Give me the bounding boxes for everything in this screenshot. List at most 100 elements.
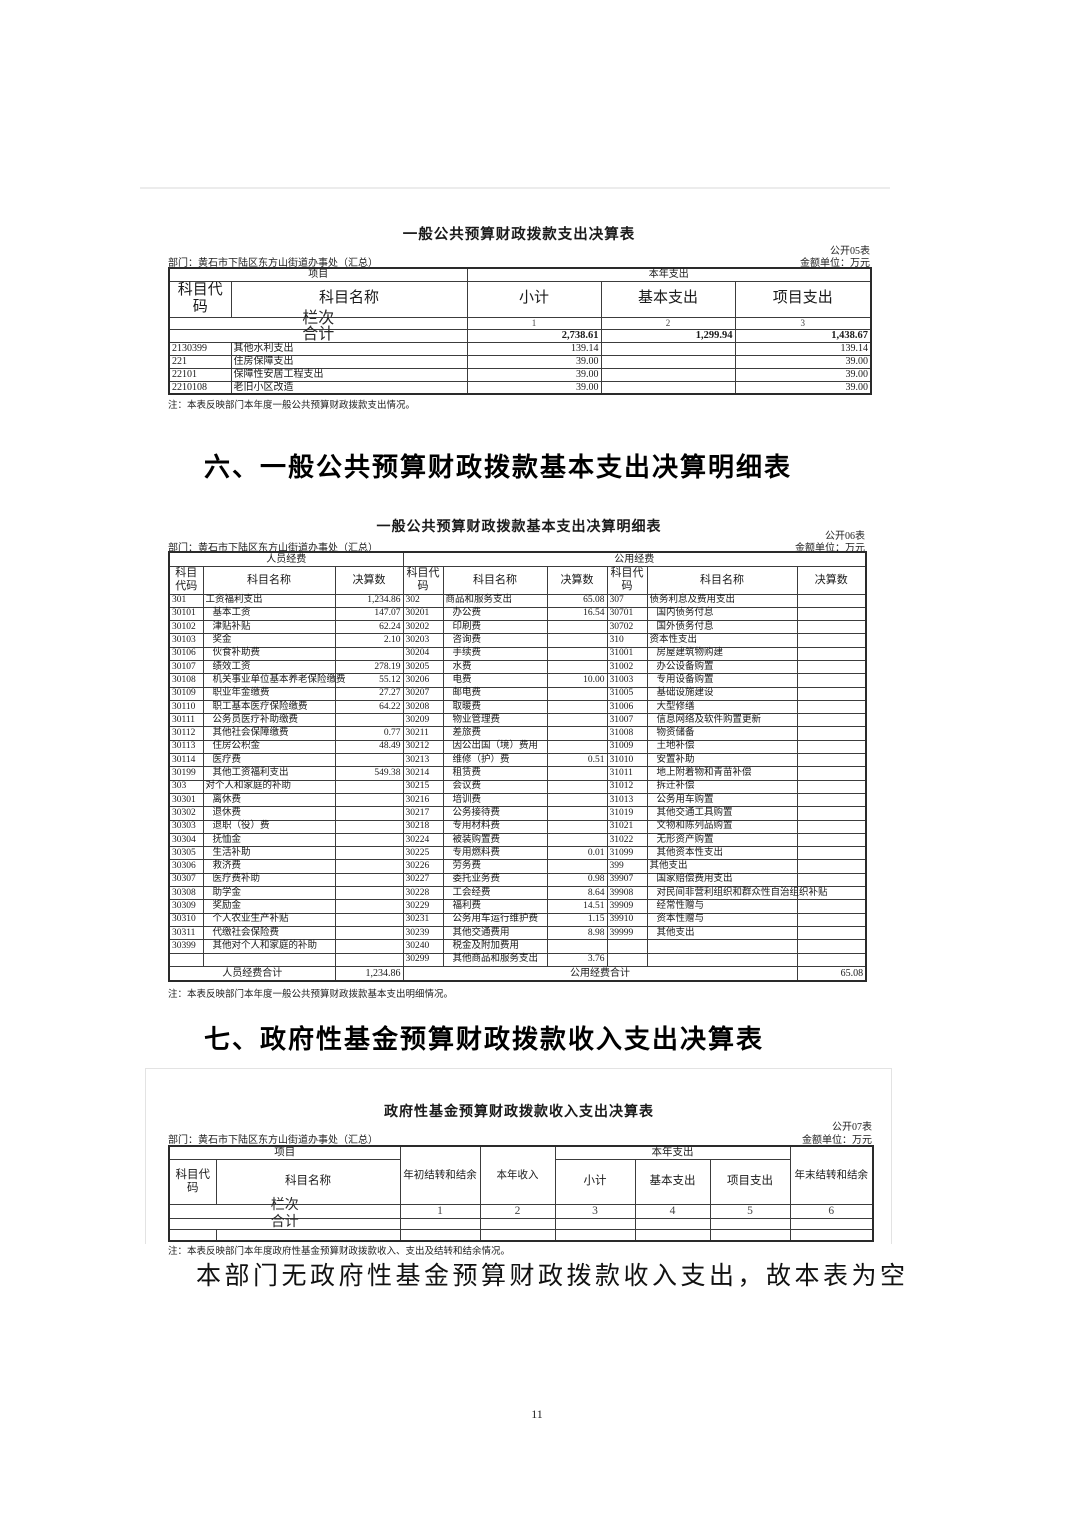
value-cell	[334, 819, 404, 834]
empty-cell	[789, 1229, 874, 1242]
table-footer-row: 人员经费合计 1,234.86 公用经费合计 65.08	[168, 965, 867, 982]
column-index: 2	[600, 316, 736, 330]
value-cell	[334, 912, 404, 927]
value-cell: 48.49	[334, 739, 404, 755]
name-cell: 基础设施建设	[646, 686, 798, 701]
code-cell	[606, 952, 648, 967]
value-cell	[334, 899, 404, 914]
table-row: 30399 其他对个人和家庭的补助 30240 税金及附加费用	[168, 939, 867, 954]
name-cell: 保障性安居工程支出	[230, 367, 468, 382]
code-cell: 30201	[402, 606, 444, 622]
name-cell: 租赁费	[442, 766, 548, 781]
name-cell: 其他工资福利支出	[202, 766, 336, 781]
total-label-cell: 合计	[168, 326, 468, 343]
table06-form-no: 公开06表	[825, 531, 865, 542]
project-cell: 39.00	[734, 367, 872, 382]
table06-title: 一般公共预算财政拨款基本支出决算明细表	[376, 518, 662, 534]
empty-row	[168, 1229, 874, 1242]
code-cell: 30218	[402, 819, 444, 834]
column-index: 1	[399, 1204, 481, 1220]
name-cell: 退休费	[202, 806, 336, 821]
header-code: 科目代码	[168, 1159, 217, 1206]
table07-unit: 金额单位：万元	[802, 1135, 872, 1146]
code-cell: 31099	[606, 846, 648, 861]
header-year-expense-group: 本年支出	[466, 267, 872, 282]
value-cell	[796, 713, 867, 728]
name-cell: 拆迁补偿	[646, 779, 798, 794]
table-row: 30308 助学金 30228 工会经费 8.64 39908 对民间非营利组织和群众性自治…	[168, 886, 867, 901]
value-cell	[546, 659, 608, 675]
table05-title: 一般公共预算财政拨款支出决算表	[402, 227, 636, 243]
name-cell: 资本性支出	[646, 633, 798, 648]
code-cell: 31008	[606, 726, 648, 741]
value-cell: 549.38	[334, 766, 404, 781]
name-cell: 大型修缮	[646, 699, 798, 715]
value-cell	[546, 633, 608, 648]
value-cell: 0.01	[546, 846, 608, 861]
table-row: 30106 伙食补助费 30204 手续费 31001 房屋建筑物购建	[168, 646, 867, 661]
empty-cell	[479, 1218, 556, 1231]
value-cell	[546, 646, 608, 661]
header-project-group: 项目	[168, 1145, 401, 1161]
code-cell: 30202	[402, 620, 444, 635]
basic-cell	[600, 380, 736, 395]
value-cell	[796, 699, 867, 715]
code-cell: 30111	[168, 713, 204, 728]
name-cell: 工资福利支出	[202, 593, 336, 608]
subtotal-cell: 39.00	[466, 367, 602, 382]
code-cell: 31009	[606, 739, 648, 755]
name-cell: 印刷费	[442, 620, 548, 635]
name-cell: 物资储备	[646, 726, 798, 741]
table-row: 301 工资福利支出 1,234.86 302 商品和服务支出 65.08 307 债务利息及…	[168, 593, 867, 608]
name-cell	[646, 939, 798, 954]
table-05: 项目 本年支出 科目代码 科目名称 小计 基本支出 项目支出 栏次 1 2 3	[168, 267, 873, 396]
name-cell: 会议费	[442, 779, 548, 794]
name-cell: 税金及附加费用	[442, 939, 548, 954]
code-cell: 30211	[402, 726, 444, 741]
name-cell: 差旅费	[442, 726, 548, 741]
total-label-cell: 合计	[168, 1216, 401, 1231]
table-header-row: 人员经费 公用经费	[168, 551, 867, 567]
value-cell	[546, 806, 608, 821]
divider	[140, 187, 890, 189]
value-cell	[796, 739, 867, 755]
code-cell: 30309	[168, 899, 204, 914]
table-row: 30305 生活补助 30225 专用燃料费 0.01 31099 其他资本性支出	[168, 846, 867, 861]
code-cell: 30304	[168, 832, 204, 848]
subtotal-cell: 39.00	[466, 380, 602, 395]
code-cell: 30213	[402, 753, 444, 768]
code-cell: 30212	[402, 739, 444, 755]
code-cell: 30229	[402, 899, 444, 914]
value-cell	[546, 779, 608, 794]
section6-title: 六、一般公共预算财政拨款基本支出决算明细表	[204, 452, 793, 482]
value-cell	[334, 806, 404, 821]
code-cell: 30308	[168, 886, 204, 901]
value-cell	[796, 939, 867, 954]
column-index: 4	[634, 1204, 711, 1220]
table05-form-no: 公开05表	[830, 246, 870, 257]
code-cell: 39999	[606, 925, 648, 941]
name-cell: 津贴补贴	[202, 620, 336, 635]
code-cell: 30301	[168, 792, 204, 808]
value-cell: 8.64	[546, 886, 608, 901]
name-cell: 专用燃料费	[442, 846, 548, 861]
table-header-row: 科目代码 科目名称 决算数 科目代码 科目名称 决算数 科目代码 科目名称 决算…	[168, 565, 867, 595]
code-cell: 30214	[402, 766, 444, 781]
name-cell: 其他商品和服务支出	[442, 952, 548, 967]
table-07: 项目 年初结转和结余 本年收入 本年支出 年末结转和结余 科目代码 科目名称 小…	[168, 1145, 875, 1242]
table-row: 30306 救济费 30226 劳务费 399 其他支出	[168, 859, 867, 874]
code-cell: 399	[606, 859, 648, 874]
header-value: 决算数	[796, 565, 867, 595]
value-cell	[796, 872, 867, 888]
code-cell: 31019	[606, 806, 648, 821]
value-cell	[546, 699, 608, 715]
value-cell	[334, 846, 404, 861]
name-cell: 医疗费补助	[202, 872, 336, 888]
code-cell: 30205	[402, 659, 444, 675]
code-cell: 31002	[606, 659, 648, 675]
code-cell: 302	[402, 593, 444, 608]
code-cell: 30306	[168, 859, 204, 874]
value-cell	[546, 832, 608, 848]
total-basic: 1,299.94	[600, 328, 736, 343]
empty-cell	[554, 1229, 636, 1242]
